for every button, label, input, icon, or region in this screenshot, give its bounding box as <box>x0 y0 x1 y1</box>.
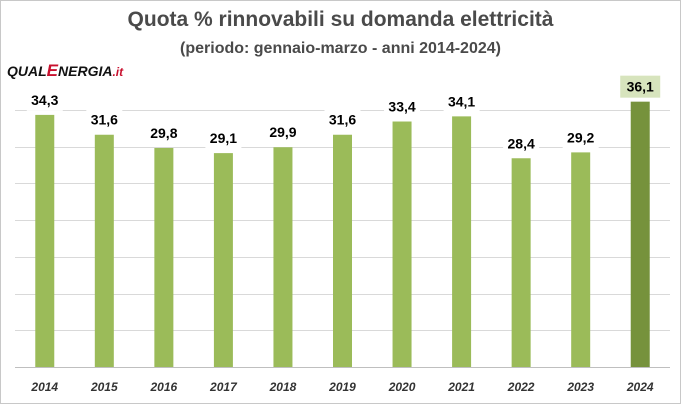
chart-title: Quota % rinnovabili su domanda elettrici… <box>127 8 554 31</box>
bar-2016 <box>154 147 174 367</box>
x-tick-label-2023: 2023 <box>566 380 594 394</box>
x-tick-label-2017: 2017 <box>209 380 238 394</box>
bar-2024 <box>630 101 650 367</box>
value-label-2022: 28,4 <box>508 135 535 151</box>
value-label-2014: 34,3 <box>31 92 58 108</box>
value-label-2020: 33,4 <box>388 99 415 115</box>
logo-part-e: E <box>46 61 59 80</box>
x-tick-label-2020: 2020 <box>388 380 416 394</box>
logo-part-nergia: NERGIA <box>58 63 113 79</box>
bar-2021 <box>452 116 472 368</box>
x-tick-label-2016: 2016 <box>150 380 178 394</box>
bar-2020 <box>392 121 412 367</box>
x-tick-label-2021: 2021 <box>447 380 475 394</box>
qualenergia-logo: QUALENERGIA.it <box>7 61 123 81</box>
x-tick-label-2018: 2018 <box>269 380 297 394</box>
logo-part-it: .it <box>112 65 124 79</box>
value-label-bg <box>145 121 182 144</box>
value-label-2023: 29,2 <box>567 129 594 145</box>
value-label-bg <box>86 108 123 131</box>
value-label-highlight-bg <box>620 75 661 98</box>
value-label-2021: 34,1 <box>448 93 475 109</box>
logo-part-qual: QUAL <box>7 63 47 79</box>
x-tick-label-2015: 2015 <box>90 380 118 394</box>
bar-2015 <box>94 134 114 367</box>
chart-subtitle: (periodo: gennaio-marzo - anni 2014-2024… <box>180 40 501 57</box>
value-label-2019: 31,6 <box>329 112 356 128</box>
value-label-bg <box>443 90 480 113</box>
value-label-bg <box>384 95 421 118</box>
x-tick-label-2014: 2014 <box>30 380 58 394</box>
value-label-2018: 29,9 <box>269 124 296 140</box>
value-label-2017: 29,1 <box>210 130 237 146</box>
x-tick-label-2019: 2019 <box>328 380 356 394</box>
bar-2014 <box>35 114 55 368</box>
bar-2018 <box>273 147 293 367</box>
bar-2023 <box>571 152 591 367</box>
value-label-bg <box>264 121 301 144</box>
x-tick-label-2024: 2024 <box>626 380 654 394</box>
value-label-bg <box>562 126 599 149</box>
bar-2017 <box>213 153 233 367</box>
value-label-2024: 36,1 <box>627 79 654 95</box>
value-label-2016: 29,8 <box>150 125 177 141</box>
value-label-2015: 31,6 <box>91 112 118 128</box>
x-tick-label-2022: 2022 <box>507 380 535 394</box>
value-label-bg <box>503 132 540 155</box>
bar-2019 <box>333 134 352 367</box>
bar-2022 <box>511 158 531 367</box>
value-label-bg <box>205 127 242 150</box>
value-label-bg <box>26 88 63 111</box>
value-label-bg <box>324 108 361 131</box>
